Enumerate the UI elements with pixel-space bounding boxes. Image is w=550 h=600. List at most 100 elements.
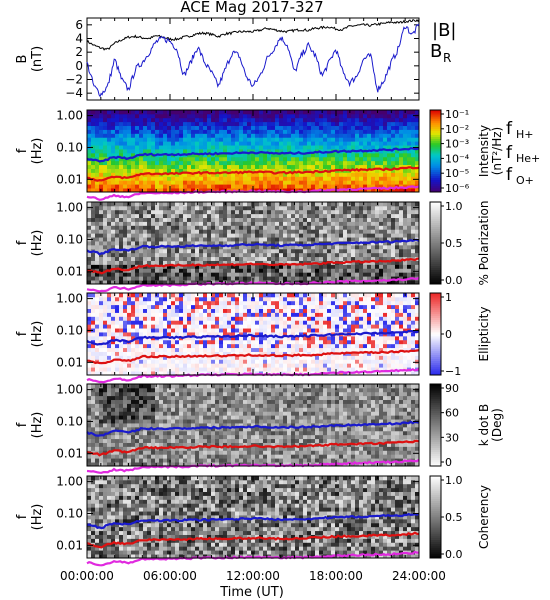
spectrogram-cell — [371, 125, 376, 130]
spectrogram-cell — [219, 229, 224, 234]
spectrogram-cell — [223, 145, 228, 150]
spectrogram-cell — [87, 229, 92, 234]
spectrogram-cell — [207, 145, 212, 150]
spectrogram-cell — [383, 188, 388, 193]
spectrogram-cell — [375, 252, 380, 258]
spectrogram-cell — [335, 367, 340, 372]
spectrogram-cell — [119, 363, 124, 368]
spectrogram-cell — [155, 229, 160, 234]
spectrogram-cell — [407, 252, 412, 258]
spectrogram-cell — [143, 145, 148, 150]
spectrogram-cell — [359, 145, 364, 150]
spectrogram-cell — [315, 225, 320, 230]
spectrogram-cell — [231, 160, 236, 166]
spectrogram-cell — [251, 221, 256, 226]
spectrogram-cell — [251, 260, 256, 265]
spectrogram-cell — [395, 125, 400, 130]
spectrogram-cell — [403, 133, 408, 138]
spectrogram-cell — [411, 129, 416, 134]
spectrogram-cell — [115, 141, 120, 146]
spectrogram-cell — [367, 113, 372, 119]
spectrogram-cell — [243, 332, 248, 337]
spectrogram-cell — [227, 300, 232, 306]
spectrogram-cell — [335, 264, 340, 269]
spectrogram-cell — [283, 363, 288, 368]
spectrogram-cell — [299, 324, 304, 329]
spectrogram-cell — [227, 149, 232, 154]
spectrogram-cell — [259, 121, 264, 127]
spectrogram-cell — [207, 141, 212, 146]
spectrogram-cell — [215, 213, 220, 219]
spectrogram-cell — [91, 304, 96, 310]
spectrogram-cell — [95, 316, 100, 321]
spectrogram-cell — [215, 293, 220, 298]
spectrogram-cell — [163, 371, 168, 376]
spectrogram-cell — [239, 320, 244, 325]
spectrogram-cell — [199, 233, 204, 238]
spectrogram-cell — [211, 221, 216, 226]
spectrogram-cell — [291, 241, 296, 246]
spectrogram-cell — [155, 209, 160, 215]
spectrogram-cell — [327, 276, 332, 281]
spectrogram-cell — [327, 202, 332, 207]
spectrogram-cell — [315, 149, 320, 154]
spectrogram-cell — [315, 335, 320, 341]
spectrogram-cell — [335, 272, 340, 277]
spectrogram-cell — [279, 133, 284, 138]
colorbar-step — [430, 134, 441, 138]
spectrogram-cell — [311, 367, 316, 372]
spectrogram-cell — [187, 213, 192, 219]
spectrogram-cell — [107, 205, 112, 211]
spectrogram-cell — [167, 324, 172, 329]
spectrogram-cell — [235, 225, 240, 230]
spectrogram-cell — [371, 160, 376, 166]
spectrogram-cell — [303, 355, 308, 360]
spectrogram-cell — [243, 110, 248, 115]
spectrogram-cell — [275, 252, 280, 258]
spectrogram-cell — [383, 164, 388, 169]
spectrogram-cell — [299, 351, 304, 356]
spectrogram-cell — [335, 252, 340, 258]
spectrogram-cell — [183, 304, 188, 310]
spectrogram-cell — [151, 202, 156, 207]
spectrogram-cell — [103, 300, 108, 306]
spectrogram-cell — [99, 164, 104, 169]
spectrogram-cell — [199, 225, 204, 230]
spectrogram-cell — [103, 367, 108, 372]
spectrogram-cell — [363, 145, 368, 150]
spectrogram-cell — [383, 156, 388, 162]
spectrogram-cell — [211, 335, 216, 341]
spectrogram-cell — [251, 320, 256, 325]
spectrogram-cell — [247, 308, 252, 313]
spectrogram-cell — [183, 209, 188, 215]
spectrogram-cell — [311, 252, 316, 258]
spectrogram-cell — [235, 164, 240, 169]
spectrogram-cell — [351, 205, 356, 211]
spectrogram-cell — [147, 217, 152, 222]
spectrogram-cell — [243, 121, 248, 127]
spectrogram-cell — [359, 168, 364, 173]
spectrogram-cell — [91, 121, 96, 127]
spectrogram-cell — [315, 217, 320, 222]
spectrogram-cell — [307, 229, 312, 234]
spectrogram-cell — [327, 252, 332, 258]
spectrogram-cell — [299, 176, 304, 181]
spectrogram-cell — [115, 351, 120, 356]
spectrogram-cell — [123, 371, 128, 376]
spectrogram-cell — [299, 209, 304, 215]
spectrogram-cell — [167, 300, 172, 306]
spectrogram-cell — [155, 180, 160, 185]
spectrogram-cell — [287, 276, 292, 281]
spectrogram-cell — [107, 141, 112, 146]
spectrogram-cell — [191, 304, 196, 310]
spectrogram-cell — [251, 316, 256, 321]
spectrogram-cell — [291, 125, 296, 130]
spectrogram-cell — [163, 347, 168, 352]
spectrogram-cell — [295, 300, 300, 306]
spectrogram-cell — [199, 176, 204, 181]
spectrogram-cell — [203, 164, 208, 169]
spectrogram-cell — [399, 209, 404, 215]
spectrogram-cell — [103, 252, 108, 258]
spectrogram-cell — [267, 172, 272, 177]
spectrogram-cell — [295, 205, 300, 211]
